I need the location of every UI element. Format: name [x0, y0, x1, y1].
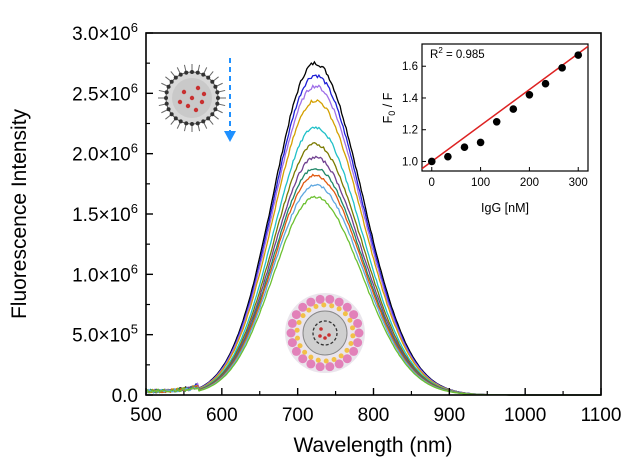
y-tick-label: 1.5×106	[72, 201, 138, 226]
inset-data-point	[444, 152, 452, 161]
spectrum-line-8	[145, 168, 601, 396]
inset-x-tick-label: 300	[569, 177, 588, 189]
main-plot: 500 600 700 800 900 1000 1100 0.05.0×1051.0×10…	[8, 20, 621, 457]
inset-x-tick-label: 0	[429, 177, 435, 189]
spectrum-line-11	[145, 195, 601, 396]
inset-x-axis-title: IgG [nM]	[481, 201, 529, 215]
inset-y-ticks: 1.0 1.2 1.4 1.6	[402, 61, 426, 168]
main-y-ticks: 0.0 5.0×105 1.0×106 1.5×106 2.0×106 2.5×106 3.…	[72, 20, 153, 407]
x-axis-title: Wavelength (nm)	[293, 434, 452, 457]
inset-r2-annotation: R2 = 0.985	[430, 46, 485, 61]
inset-frame	[421, 43, 589, 172]
inset-data-point	[492, 117, 501, 126]
inset-y-tick-label: 1.6	[402, 61, 418, 73]
nanoparticle-illustration-bottom	[285, 293, 365, 373]
inset-data-point	[558, 64, 566, 72]
inset-x-ticks: 0 100 200 300	[429, 167, 588, 189]
inset-x-tick-label: 100	[471, 177, 490, 189]
inset-data-point	[476, 138, 485, 147]
inset-data-point	[460, 143, 469, 151]
x-tick-label: 900	[433, 405, 465, 426]
inset-x-tick-label: 200	[520, 177, 539, 189]
y-tick-label: 3.0×106	[72, 20, 138, 45]
inset-data-point	[525, 91, 534, 99]
inset-data-point	[427, 157, 436, 166]
x-tick-label: 800	[358, 405, 390, 426]
x-tick-label: 700	[282, 405, 314, 426]
nanoparticle-illustration-top	[158, 64, 226, 132]
inset-y-tick-label: 1.4	[402, 93, 419, 105]
inset-points-group	[427, 51, 583, 166]
decrease-arrow	[224, 58, 236, 142]
x-tick-label: 500	[130, 405, 162, 426]
inset-data-point	[574, 51, 583, 59]
y-tick-label: 1.0×106	[72, 261, 138, 286]
spectrum-line-7	[145, 155, 601, 396]
inset-y-axis-title: F0 / F	[381, 92, 397, 123]
inset-y-tick-label: 1.0	[402, 156, 418, 168]
y-axis-title: Fluorescence Intensity	[8, 108, 31, 319]
x-tick-label: 600	[206, 405, 238, 426]
x-tick-label: 1100	[581, 405, 622, 426]
y-tick-label: 0.0	[112, 386, 138, 407]
y-tick-label: 2.0×106	[72, 141, 138, 166]
inset-plot: 0 100 200 300 1.0 1.2 1.4 1.6 R2 = 0.985 IgG […	[381, 40, 590, 215]
y-tick-label: 5.0×105	[72, 322, 138, 347]
inset-data-point	[509, 105, 518, 113]
y-tick-label: 2.5×106	[72, 80, 138, 105]
x-tick-label: 1000	[504, 405, 546, 426]
inset-y-tick-label: 1.2	[402, 125, 418, 137]
inset-data-point	[541, 79, 550, 88]
main-x-ticks: 500 600 700 800 900 1000 1100	[130, 388, 621, 426]
